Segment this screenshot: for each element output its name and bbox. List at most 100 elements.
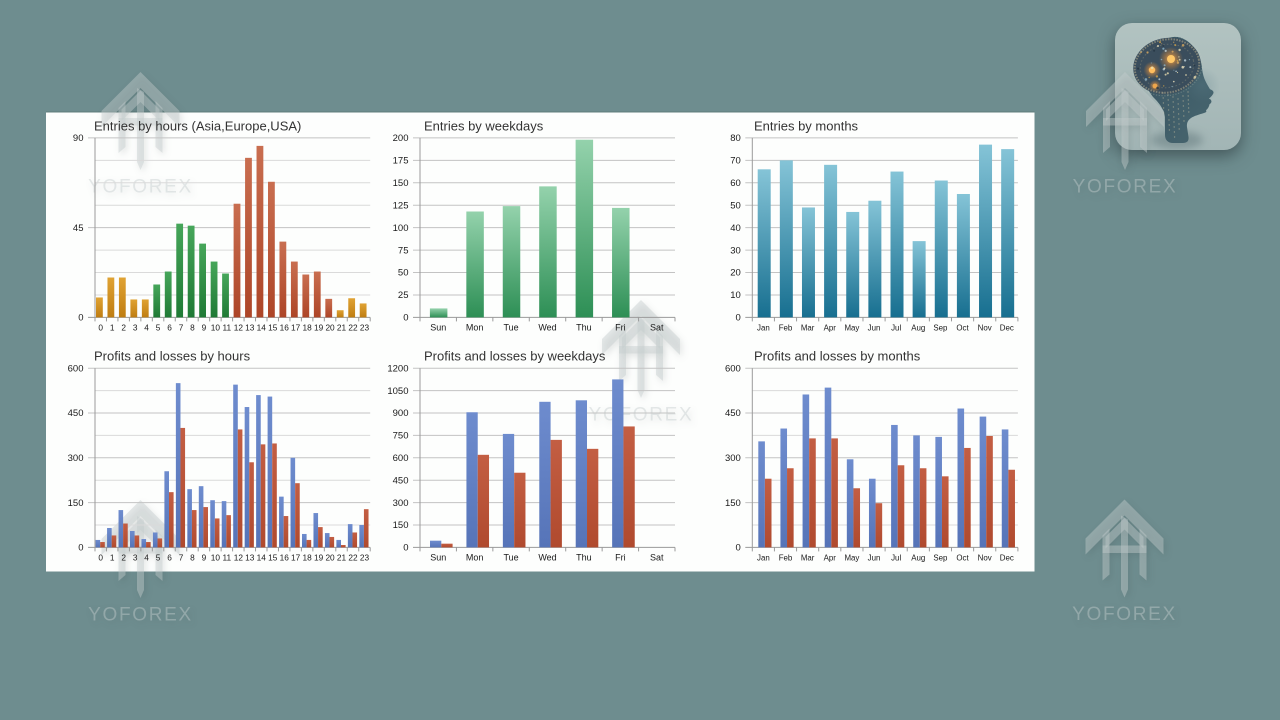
svg-text:150: 150 — [393, 520, 409, 531]
svg-text:70: 70 — [730, 156, 741, 167]
svg-text:12: 12 — [234, 322, 244, 332]
svg-text:45: 45 — [73, 223, 84, 234]
svg-text:20: 20 — [325, 552, 335, 562]
svg-text:Wed: Wed — [538, 322, 556, 332]
svg-text:200: 200 — [393, 133, 409, 144]
svg-text:19: 19 — [314, 322, 324, 332]
svg-text:21: 21 — [337, 552, 347, 562]
svg-text:Mon: Mon — [466, 322, 484, 332]
svg-text:10: 10 — [211, 552, 221, 562]
svg-text:Jul: Jul — [891, 553, 901, 562]
svg-text:Mon: Mon — [466, 552, 484, 562]
svg-text:8: 8 — [190, 322, 195, 332]
svg-text:75: 75 — [398, 245, 409, 256]
svg-text:Fri: Fri — [615, 552, 626, 562]
svg-text:20: 20 — [730, 268, 741, 279]
svg-text:Oct: Oct — [956, 553, 969, 562]
svg-text:7: 7 — [179, 322, 184, 332]
svg-text:30: 30 — [730, 245, 741, 256]
svg-text:22: 22 — [348, 322, 358, 332]
svg-text:150: 150 — [725, 498, 741, 509]
svg-text:Sep: Sep — [933, 323, 948, 332]
svg-text:Tue: Tue — [503, 552, 518, 562]
svg-text:50: 50 — [730, 200, 741, 211]
svg-text:9: 9 — [202, 552, 207, 562]
svg-text:Oct: Oct — [956, 323, 969, 332]
svg-text:21: 21 — [337, 322, 347, 332]
svg-text:YOFOREX: YOFOREX — [88, 177, 193, 198]
svg-text:9: 9 — [202, 322, 207, 332]
svg-text:Jan: Jan — [757, 323, 770, 332]
svg-text:0: 0 — [78, 313, 83, 324]
svg-text:Sep: Sep — [933, 553, 948, 562]
svg-text:40: 40 — [730, 223, 741, 234]
svg-text:22: 22 — [348, 552, 358, 562]
svg-text:600: 600 — [393, 453, 409, 464]
svg-text:3: 3 — [133, 322, 138, 332]
svg-text:17: 17 — [291, 552, 301, 562]
svg-text:600: 600 — [725, 363, 741, 374]
svg-text:Mar: Mar — [801, 553, 815, 562]
svg-text:16: 16 — [280, 322, 290, 332]
svg-text:10: 10 — [211, 322, 221, 332]
svg-text:Feb: Feb — [779, 323, 793, 332]
svg-text:11: 11 — [223, 322, 232, 332]
svg-text:Entries by months: Entries by months — [754, 119, 859, 134]
svg-text:0: 0 — [736, 543, 741, 554]
svg-text:Jan: Jan — [757, 553, 770, 562]
svg-text:2: 2 — [121, 552, 126, 562]
svg-text:900: 900 — [393, 408, 409, 419]
svg-text:Jul: Jul — [891, 323, 901, 332]
svg-text:Jun: Jun — [868, 553, 881, 562]
svg-text:Entries by hours (Asia,Europe,: Entries by hours (Asia,Europe,USA) — [94, 119, 301, 134]
svg-text:Tue: Tue — [503, 322, 518, 332]
svg-text:80: 80 — [730, 133, 741, 144]
svg-text:0: 0 — [403, 543, 408, 554]
svg-text:175: 175 — [393, 156, 409, 167]
svg-text:300: 300 — [68, 453, 84, 464]
svg-text:20: 20 — [325, 322, 335, 332]
svg-text:2: 2 — [121, 322, 126, 332]
svg-text:13: 13 — [245, 552, 255, 562]
svg-text:11: 11 — [223, 552, 232, 562]
svg-text:May: May — [844, 323, 859, 332]
svg-text:Dec: Dec — [1000, 553, 1014, 562]
svg-text:Dec: Dec — [1000, 323, 1014, 332]
svg-text:7: 7 — [179, 552, 184, 562]
svg-text:14: 14 — [257, 322, 267, 332]
svg-text:23: 23 — [360, 552, 370, 562]
svg-text:18: 18 — [303, 552, 313, 562]
svg-text:3: 3 — [133, 552, 138, 562]
svg-text:60: 60 — [730, 178, 741, 189]
svg-text:8: 8 — [190, 552, 195, 562]
svg-text:6: 6 — [167, 322, 172, 332]
svg-text:YOFOREX: YOFOREX — [1072, 604, 1177, 625]
svg-text:1050: 1050 — [387, 386, 408, 397]
svg-text:Apr: Apr — [824, 553, 837, 562]
svg-text:1: 1 — [110, 322, 115, 332]
svg-text:Jun: Jun — [868, 323, 881, 332]
svg-text:Apr: Apr — [824, 323, 837, 332]
svg-text:Sat: Sat — [650, 552, 664, 562]
svg-text:300: 300 — [393, 498, 409, 509]
svg-text:Sat: Sat — [650, 322, 664, 332]
svg-text:Thu: Thu — [576, 322, 592, 332]
svg-text:0: 0 — [736, 313, 741, 324]
svg-text:Wed: Wed — [538, 552, 556, 562]
svg-text:6: 6 — [167, 552, 172, 562]
svg-text:Mar: Mar — [801, 323, 815, 332]
svg-text:Profits and losses by months: Profits and losses by months — [754, 349, 921, 364]
svg-text:0: 0 — [78, 543, 83, 554]
svg-text:Profits and losses by weekdays: Profits and losses by weekdays — [424, 349, 606, 364]
svg-text:18: 18 — [303, 322, 313, 332]
svg-text:Thu: Thu — [576, 552, 592, 562]
svg-text:12: 12 — [234, 552, 244, 562]
svg-text:14: 14 — [257, 552, 267, 562]
svg-text:125: 125 — [393, 200, 409, 211]
svg-text:150: 150 — [68, 498, 84, 509]
svg-text:0: 0 — [98, 322, 103, 332]
svg-text:4: 4 — [144, 322, 149, 332]
svg-text:450: 450 — [725, 408, 741, 419]
svg-text:Nov: Nov — [978, 323, 992, 332]
svg-text:15: 15 — [268, 552, 278, 562]
